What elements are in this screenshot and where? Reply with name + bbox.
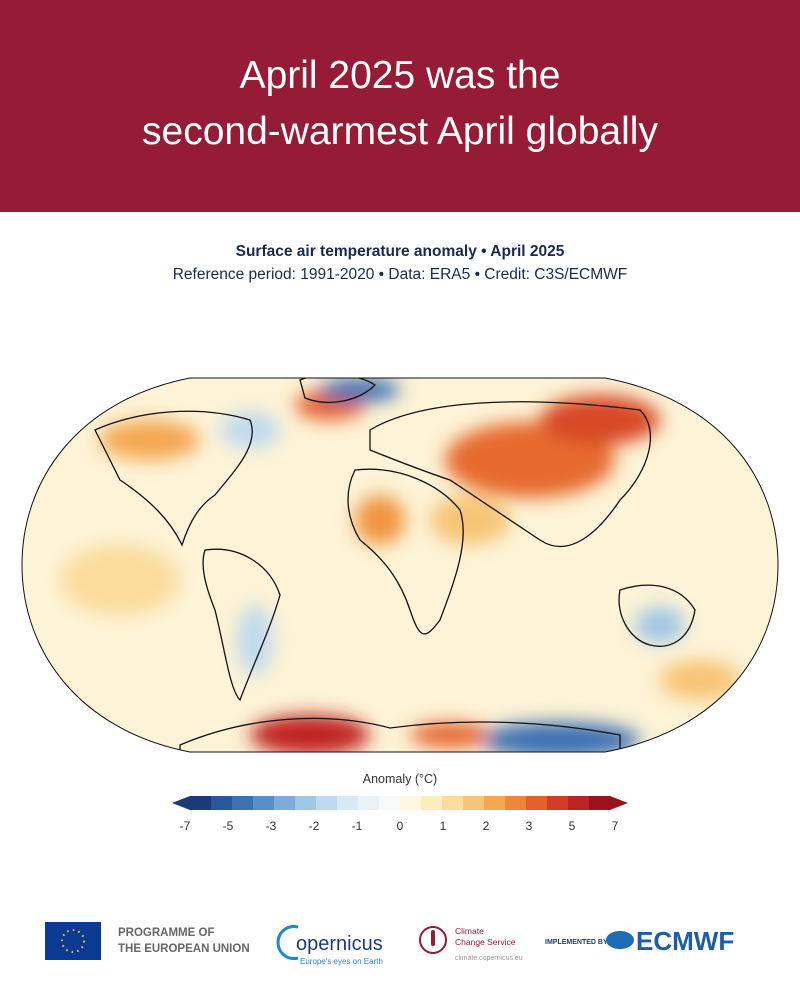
colorbar-tick-label: -7 [180,819,191,833]
colorbar-tick-label: 3 [526,819,533,833]
colorbar-segment [379,796,401,810]
colorbar-tick-label: 2 [483,819,490,833]
colorbar-tick-label: -1 [352,819,363,833]
copernicus-name: opernicus [296,933,383,955]
header-band: April 2025 was the second-warmest April … [0,0,800,212]
colorbar-tick-label: 1 [440,819,447,833]
colorbar-segment [232,796,254,810]
c3s-url: climate.copernicus.eu [455,955,523,962]
colorbar: -7 -5 -3 -2 -1 0 1 2 3 5 7 [172,796,628,833]
eu-text: PROGRAMME OF [118,927,214,939]
colorbar-arrow [610,796,628,810]
eu-text: THE EUROPEAN UNION [118,943,250,955]
colorbar-segment [274,796,296,810]
colorbar-segment [442,796,464,810]
colorbar-segment [526,796,548,810]
map [22,378,778,752]
ecmwf-logo: IMPLEMENTED BY ECMWF [545,926,734,956]
colorbar-segment [421,796,443,810]
colorbar-tick-label: 5 [569,819,576,833]
map-outline [21,377,779,753]
copernicus-tagline: Europe's eyes on Earth [300,957,383,966]
colorbar-tick-label: 7 [612,819,619,833]
colorbar-segment [358,796,380,810]
subtitle: Reference period: 1991-2020 • Data: ERA5… [172,266,628,283]
c3s-text: Climate [455,926,484,936]
colorbar-segment [589,796,611,810]
title-line: April 2025 was the [239,54,561,97]
ecmwf-name: ECMWF [636,926,734,956]
colorbar-segment [568,796,590,810]
colorbar-segment [505,796,527,810]
colorbar-segment [295,796,317,810]
subtitle: Surface air temperature anomaly • April … [235,243,565,260]
title-line: second-warmest April globally [142,110,658,153]
colorbar-segment [547,796,569,810]
colorbar-segment [190,796,212,810]
ecmwf-prefix: IMPLEMENTED BY [545,939,608,946]
colorbar-segment [463,796,485,810]
colorbar-segment [211,796,233,810]
colorbar-segment [316,796,338,810]
colorbar-tick-label: 0 [397,819,404,833]
colorbar-segment [337,796,359,810]
colorbar-tick-label: -5 [223,819,234,833]
eu-logo: PROGRAMME OF THE EUROPEAN UNION [45,922,250,960]
colorbar-segment [400,796,422,810]
c3s-text: Change Service [455,937,516,947]
copernicus-logo: opernicus Europe's eyes on Earth [276,925,383,966]
colorbar-tick-label: -3 [266,819,277,833]
colorbar-segment [484,796,506,810]
colorbar-segment [253,796,275,810]
colorbar-label: Anomaly (°C) [363,772,437,786]
colorbar-arrow [172,796,190,810]
c3s-logo: Climate Change Service climate.copernicu… [419,926,523,962]
colorbar-tick-label: -2 [309,819,320,833]
